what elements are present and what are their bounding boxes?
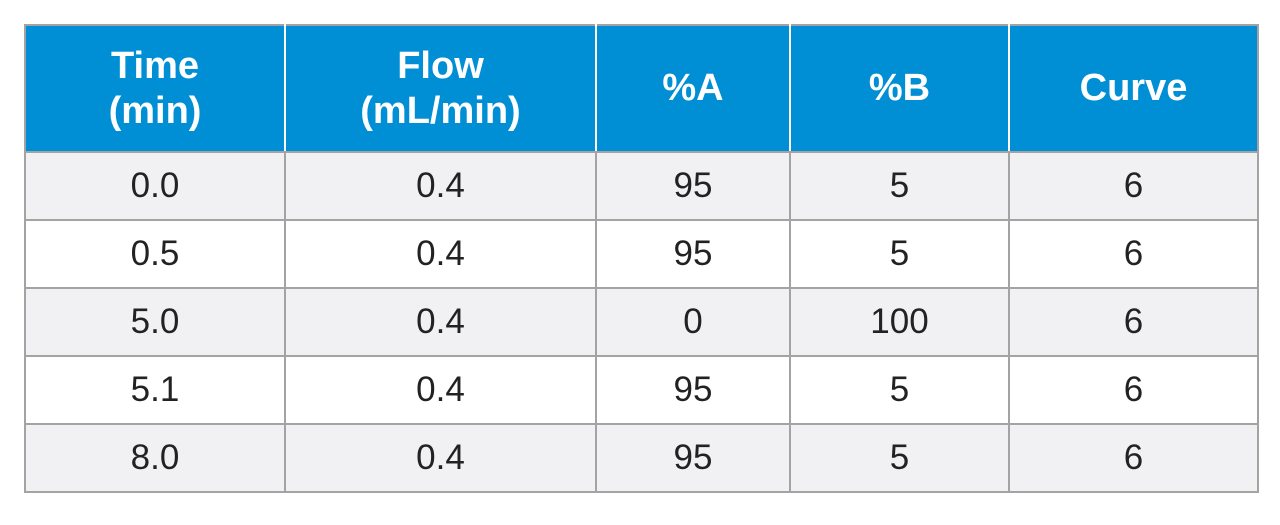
cell-time: 0.5 (24, 219, 286, 289)
cell-time: 5.1 (24, 355, 286, 425)
header-percent-b: %B (789, 24, 1010, 153)
table-row: 8.0 0.4 95 5 6 (24, 423, 1259, 493)
header-percent-b-label: %B (868, 67, 931, 109)
cell-percent-a: 0 (595, 287, 791, 357)
header-percent-a: %A (595, 24, 791, 153)
cell-time: 8.0 (24, 423, 286, 493)
cell-curve: 6 (1008, 219, 1259, 289)
table-body: 0.0 0.4 95 5 6 0.5 0.4 95 5 6 5.0 0.4 0 … (24, 151, 1259, 493)
cell-curve: 6 (1008, 423, 1259, 493)
cell-percent-a: 95 (595, 219, 791, 289)
cell-time: 0.0 (24, 151, 286, 221)
cell-percent-b: 5 (789, 423, 1010, 493)
table-row: 5.0 0.4 0 100 6 (24, 287, 1259, 357)
header-time: Time (min) (24, 24, 286, 153)
table-row: 0.0 0.4 95 5 6 (24, 151, 1259, 221)
cell-curve: 6 (1008, 287, 1259, 357)
header-row: Time (min) Flow (mL/min) %A %B Curve (24, 24, 1259, 153)
header-flow-unit: (mL/min) (360, 89, 521, 132)
cell-percent-a: 95 (595, 151, 791, 221)
header-percent-a-label: %A (662, 67, 724, 109)
cell-percent-a: 95 (595, 423, 791, 493)
cell-percent-b: 5 (789, 355, 1010, 425)
cell-flow: 0.4 (284, 355, 597, 425)
header-flow: Flow (mL/min) (284, 24, 597, 153)
header-time-label: Time (110, 44, 199, 87)
cell-percent-b: 100 (789, 287, 1010, 357)
table-row: 0.5 0.4 95 5 6 (24, 219, 1259, 289)
cell-time: 5.0 (24, 287, 286, 357)
cell-percent-a: 95 (595, 355, 791, 425)
table-row: 5.1 0.4 95 5 6 (24, 355, 1259, 425)
cell-flow: 0.4 (284, 287, 597, 357)
cell-flow: 0.4 (284, 423, 597, 493)
cell-percent-b: 5 (789, 151, 1010, 221)
cell-flow: 0.4 (284, 219, 597, 289)
header-curve-label: Curve (1079, 67, 1188, 109)
cell-curve: 6 (1008, 355, 1259, 425)
cell-flow: 0.4 (284, 151, 597, 221)
cell-curve: 6 (1008, 151, 1259, 221)
cell-percent-b: 5 (789, 219, 1010, 289)
header-curve: Curve (1008, 24, 1259, 153)
gradient-table: Time (min) Flow (mL/min) %A %B Curve 0.0… (24, 24, 1259, 493)
header-flow-label: Flow (397, 44, 484, 87)
header-time-unit: (min) (108, 89, 202, 132)
table-header: Time (min) Flow (mL/min) %A %B Curve (24, 24, 1259, 153)
